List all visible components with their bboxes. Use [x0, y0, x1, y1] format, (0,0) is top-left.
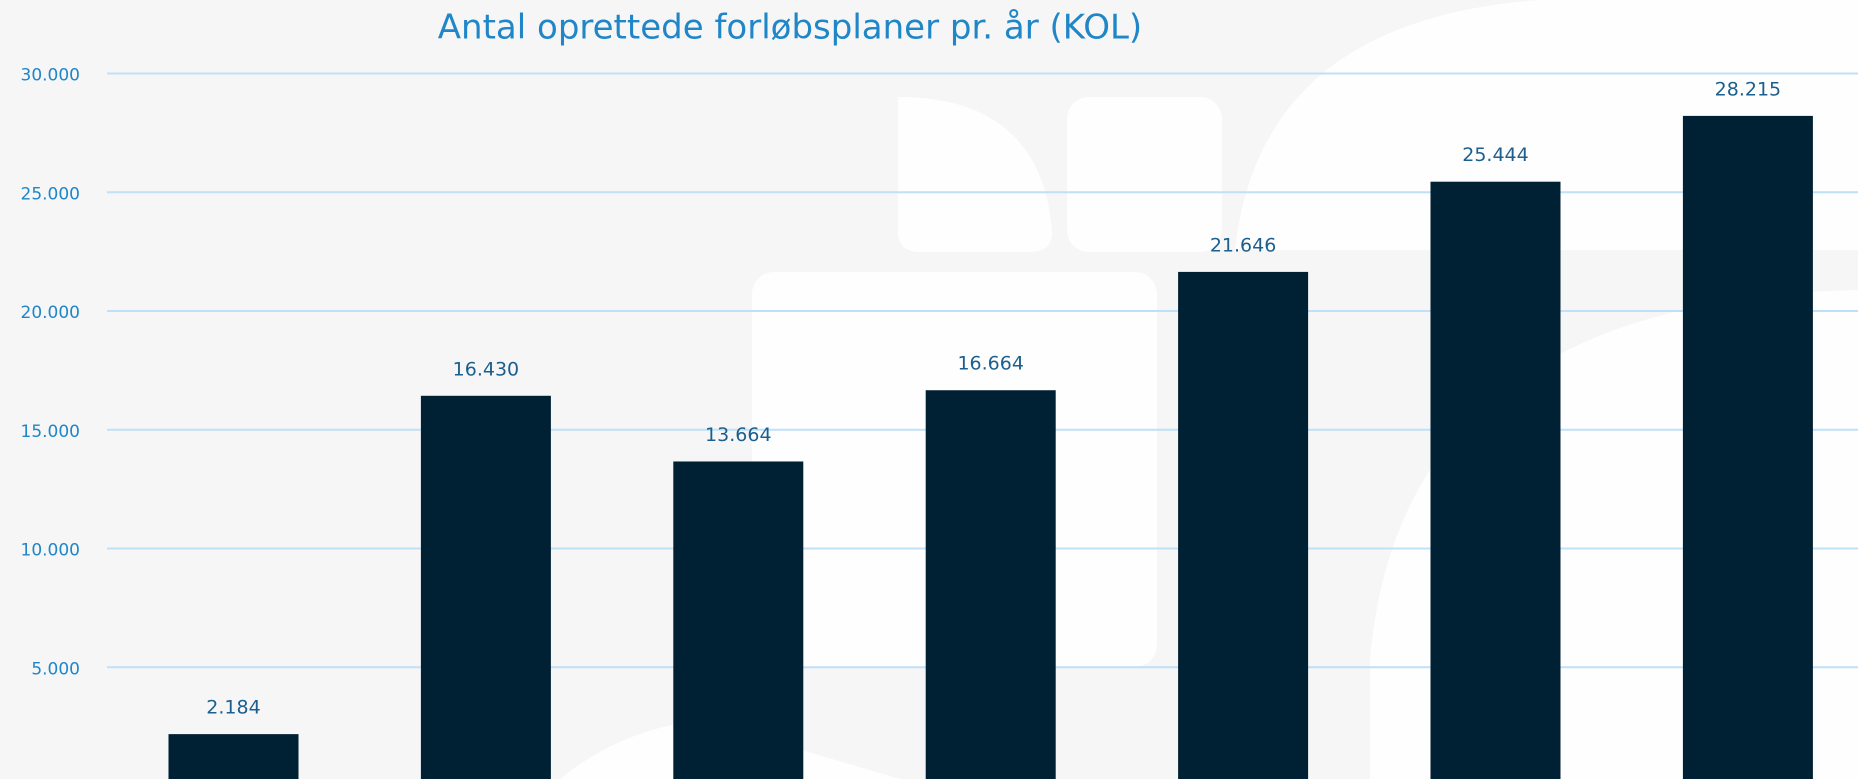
value-label: 16.664	[957, 353, 1023, 375]
value-label: 21.646	[1210, 234, 1276, 256]
bar	[1430, 181, 1561, 779]
bar	[420, 395, 551, 779]
y-tick-label: 5.000	[31, 659, 80, 679]
y-tick-label: 10.000	[21, 541, 80, 561]
value-label: 28.215	[1715, 78, 1781, 100]
y-tick-label: 15.000	[21, 422, 80, 442]
chart-title: Antal oprettede forløbsplaner pr. år (KO…	[438, 8, 1142, 48]
y-tick-label: 30.000	[21, 66, 80, 86]
y-tick-label: 25.000	[21, 184, 80, 204]
bar	[1178, 271, 1309, 779]
value-label: 13.664	[705, 424, 771, 446]
y-tick-label: 20.000	[21, 303, 80, 323]
value-label: 16.430	[453, 358, 519, 380]
value-label: 2.184	[206, 697, 260, 719]
bar	[673, 461, 804, 779]
value-label: 25.444	[1462, 144, 1528, 166]
bar	[1682, 115, 1813, 779]
bar	[925, 390, 1056, 779]
bar	[168, 734, 299, 779]
